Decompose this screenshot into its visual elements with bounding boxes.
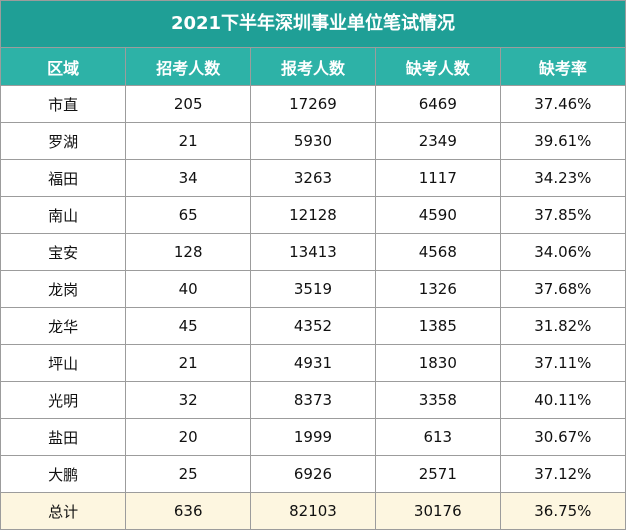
table-row: 福田 34 3263 1117 34.23% (1, 159, 625, 197)
data-table: 区域 招考人数 报考人数 缺考人数 缺考率 市直 205 17269 6469 37.46% 罗湖… (1, 48, 625, 529)
table-cell: 31.82% (499, 307, 625, 345)
table-cell: 82103 (250, 492, 376, 529)
table-cell: 南山 (1, 196, 127, 234)
table-cell: 3358 (374, 381, 501, 419)
table-cell: 613 (374, 418, 501, 456)
table-row: 市直 205 17269 6469 37.46% (1, 85, 625, 123)
table-cell: 45 (125, 307, 252, 345)
table-body: 市直 205 17269 6469 37.46% 罗湖 21 5930 2349 39.61% 福田… (1, 85, 625, 529)
table-cell: 龙岗 (1, 270, 127, 308)
table-cell: 8373 (250, 381, 376, 419)
table-cell: 30176 (374, 492, 501, 529)
table-cell: 3263 (250, 159, 376, 197)
table-cell: 1117 (374, 159, 501, 197)
table-row: 盐田 20 1999 613 30.67% (1, 418, 625, 456)
table-cell: 40 (125, 270, 252, 308)
table-cell: 总计 (1, 492, 127, 529)
table-cell: 65 (125, 196, 252, 234)
table-row: 龙岗 40 3519 1326 37.68% (1, 270, 625, 308)
table-cell: 37.68% (499, 270, 625, 308)
table-cell: 12128 (250, 196, 376, 234)
table-cell: 光明 (1, 381, 127, 419)
table-cell: 3519 (250, 270, 376, 308)
table-cell: 坪山 (1, 344, 127, 382)
table-cell: 636 (125, 492, 252, 529)
table-cell: 21 (125, 122, 252, 160)
table-cell: 13413 (250, 233, 376, 271)
table-cell: 37.85% (499, 196, 625, 234)
table-row: 宝安 128 13413 4568 34.06% (1, 233, 625, 271)
table-cell: 宝安 (1, 233, 127, 271)
table-cell: 21 (125, 344, 252, 382)
table-cell: 2349 (374, 122, 501, 160)
column-header: 区域 (1, 48, 127, 86)
table-cell: 大鹏 (1, 455, 127, 493)
table-cell: 2571 (374, 455, 501, 493)
table-cell: 37.11% (499, 344, 625, 382)
table-cell: 37.12% (499, 455, 625, 493)
table-cell: 5930 (250, 122, 376, 160)
table-cell: 罗湖 (1, 122, 127, 160)
table-row: 罗湖 21 5930 2349 39.61% (1, 122, 625, 160)
column-header: 招考人数 (125, 48, 252, 86)
table-cell: 30.67% (499, 418, 625, 456)
table-cell: 6469 (374, 85, 501, 123)
table-cell: 17269 (250, 85, 376, 123)
table-cell: 128 (125, 233, 252, 271)
header-row: 区域 招考人数 报考人数 缺考人数 缺考率 (1, 48, 625, 86)
table-row: 南山 65 12128 4590 37.85% (1, 196, 625, 234)
table-row: 坪山 21 4931 1830 37.11% (1, 344, 625, 382)
table-cell: 1326 (374, 270, 501, 308)
table-row: 大鹏 25 6926 2571 37.12% (1, 455, 625, 493)
table-cell: 1999 (250, 418, 376, 456)
table-cell: 福田 (1, 159, 127, 197)
column-header: 缺考率 (499, 48, 625, 86)
table-cell: 盐田 (1, 418, 127, 456)
table-cell: 37.46% (499, 85, 625, 123)
table-cell: 6926 (250, 455, 376, 493)
table-cell: 25 (125, 455, 252, 493)
table-cell: 1830 (374, 344, 501, 382)
table-cell: 34 (125, 159, 252, 197)
table-row: 总计 636 82103 30176 36.75% (1, 492, 625, 529)
table-cell: 20 (125, 418, 252, 456)
table-cell: 龙华 (1, 307, 127, 345)
table-cell: 1385 (374, 307, 501, 345)
table-cell: 40.11% (499, 381, 625, 419)
table-cell: 4568 (374, 233, 501, 271)
table-cell: 4352 (250, 307, 376, 345)
table-cell: 36.75% (499, 492, 625, 529)
table-cell: 32 (125, 381, 252, 419)
table-row: 龙华 45 4352 1385 31.82% (1, 307, 625, 345)
table-cell: 4931 (250, 344, 376, 382)
table-cell: 4590 (374, 196, 501, 234)
table-cell: 205 (125, 85, 252, 123)
table-cell: 34.23% (499, 159, 625, 197)
table-cell: 市直 (1, 85, 127, 123)
table-cell: 34.06% (499, 233, 625, 271)
table-row: 光明 32 8373 3358 40.11% (1, 381, 625, 419)
table-cell: 39.61% (499, 122, 625, 160)
column-header: 缺考人数 (374, 48, 501, 86)
table-title: 2021下半年深圳事业单位笔试情况 (1, 1, 625, 48)
column-header: 报考人数 (250, 48, 376, 86)
